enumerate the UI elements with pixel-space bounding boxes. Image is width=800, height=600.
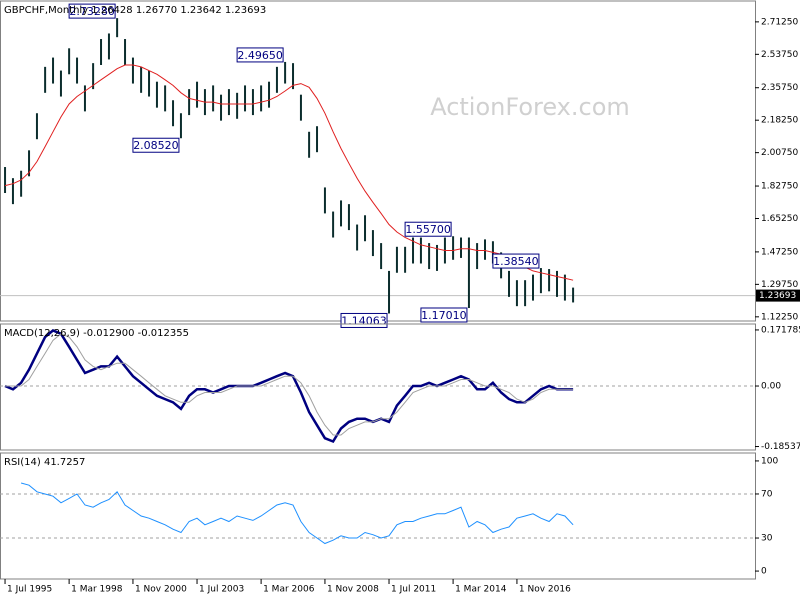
x-tick-label: 1 Jul 2003: [199, 585, 244, 595]
annotation-label: 2.49650: [237, 49, 283, 62]
panel-title: MACD(12,26,9) -0.012900 -0.012355: [4, 328, 189, 339]
annotation-label: 1.38540: [493, 255, 539, 268]
annotation-label: 2.08520: [133, 139, 179, 152]
y-tick-label: 1.12250: [761, 312, 798, 322]
y-tick-label: 70: [761, 489, 773, 499]
x-tick-label: 1 Mar 2014: [455, 585, 507, 595]
y-tick-label: 2.71250: [761, 17, 798, 27]
x-tick-label: 1 Mar 2006: [263, 585, 315, 595]
y-tick-label: 2.35750: [761, 83, 798, 93]
y-tick-label: 0.00: [761, 382, 781, 392]
annotation-label: 1.14063: [341, 314, 387, 327]
y-tick-label: 2.18250: [761, 116, 798, 126]
x-tick-label: 1 Jul 1995: [7, 585, 52, 595]
panel-title: RSI(14) 41.7257: [4, 457, 85, 468]
y-tick-label: 0: [761, 567, 767, 577]
annotation-box: [492, 253, 540, 269]
annotation-box: [236, 47, 284, 63]
annotation-label: 1.17010: [421, 309, 467, 322]
y-tick-label: 1.29750: [761, 280, 798, 290]
y-tick-label: 100: [761, 456, 778, 466]
x-tick-label: 1 Nov 2008: [327, 585, 379, 595]
watermark: ActionForex.com: [430, 93, 630, 121]
annotation-box: [420, 307, 468, 323]
y-tick-label: 2.00750: [761, 148, 798, 158]
y-tick-label: -0.185378: [761, 442, 800, 452]
indicator-line: [20, 482, 574, 545]
x-tick-label: 1 Nov 2016: [519, 585, 571, 595]
panel-frame: [0, 452, 756, 580]
y-tick-label: 1.65250: [761, 214, 798, 224]
annotation-box: [68, 3, 116, 19]
annotation-box: [404, 221, 452, 237]
panel-title: GBPCHF,Monthly 1.26428 1.26770 1.23642 1…: [4, 5, 266, 16]
annotation-box: [132, 137, 180, 153]
y-tick-label: 1.47250: [761, 247, 798, 257]
annotation-label: 2.73280: [69, 5, 115, 18]
moving-average: [4, 64, 574, 281]
x-tick-label: 1 Nov 2000: [135, 585, 187, 595]
y-tick-label: 0.171785: [761, 325, 800, 335]
panel-frame: [0, 323, 756, 451]
x-tick-label: 1 Jul 2011: [391, 585, 436, 595]
indicator-line: [5, 333, 574, 436]
y-tick-label: 30: [761, 534, 773, 544]
y-tick-label: 1.82750: [761, 182, 798, 192]
panel-frame: [0, 0, 756, 322]
y-tick-label: 2.53750: [761, 50, 798, 60]
annotation-label: 1.55700: [405, 223, 451, 236]
x-tick-label: 1 Mar 1998: [71, 585, 123, 595]
indicator-line: [4, 329, 574, 444]
last-price-tag: [756, 289, 800, 302]
last-price-label: 1.23693: [759, 291, 796, 301]
